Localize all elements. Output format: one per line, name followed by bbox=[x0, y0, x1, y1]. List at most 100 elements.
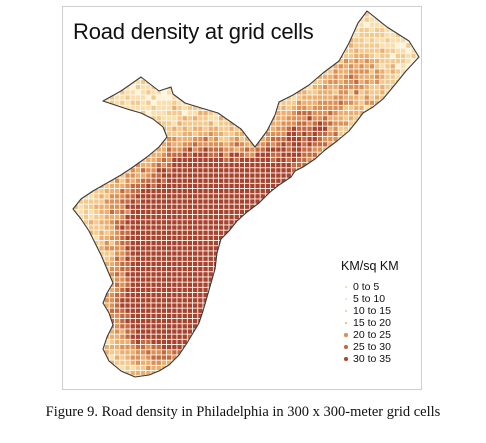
grid-cell bbox=[307, 105, 312, 111]
grid-cell bbox=[390, 230, 395, 235]
grid-cell bbox=[130, 100, 135, 105]
grid-cell bbox=[187, 308, 193, 313]
grid-cell bbox=[349, 27, 354, 33]
grid-cell bbox=[312, 220, 317, 225]
grid-cell bbox=[167, 137, 172, 142]
grid-cell bbox=[291, 178, 297, 183]
grid-cell bbox=[369, 194, 375, 199]
grid-cell bbox=[234, 79, 239, 85]
grid-cell bbox=[78, 69, 83, 74]
grid-cell bbox=[286, 313, 291, 319]
grid-cell bbox=[177, 329, 182, 334]
grid-cell bbox=[115, 168, 120, 173]
grid-cell bbox=[364, 183, 369, 189]
grid-cell bbox=[364, 157, 369, 163]
grid-cell bbox=[151, 105, 156, 111]
grid-cell bbox=[73, 308, 78, 313]
grid-cell bbox=[182, 267, 187, 272]
grid-cell bbox=[297, 157, 302, 163]
grid-cell bbox=[198, 282, 203, 287]
grid-cell bbox=[406, 12, 411, 17]
grid-cell bbox=[422, 277, 423, 281]
grid-cell bbox=[78, 246, 83, 251]
grid-cell bbox=[276, 365, 281, 371]
grid-cell bbox=[73, 313, 78, 319]
grid-cell bbox=[172, 298, 177, 303]
grid-cell bbox=[317, 272, 323, 277]
grid-cell bbox=[328, 204, 333, 209]
grid-cell bbox=[115, 100, 120, 105]
grid-cell bbox=[161, 183, 167, 189]
grid-cell bbox=[78, 131, 83, 137]
grid-cell bbox=[286, 298, 291, 303]
grid-cell bbox=[281, 142, 286, 147]
grid-cell bbox=[260, 220, 265, 225]
grid-cell bbox=[411, 365, 416, 371]
grid-cell bbox=[224, 209, 229, 215]
grid-cell bbox=[208, 48, 213, 53]
grid-cell bbox=[73, 147, 78, 152]
grid-cell bbox=[182, 48, 187, 53]
grid-cell bbox=[213, 339, 219, 345]
grid-cell bbox=[354, 183, 359, 189]
grid-cell bbox=[73, 360, 78, 365]
grid-cell bbox=[182, 360, 187, 365]
grid-cell bbox=[78, 204, 83, 209]
grid-cell bbox=[380, 64, 385, 69]
grid-cell bbox=[219, 365, 224, 371]
grid-cell bbox=[187, 365, 193, 371]
grid-cell bbox=[78, 277, 83, 282]
grid-cell bbox=[224, 90, 229, 95]
grid-cell bbox=[250, 53, 255, 59]
grid-cell bbox=[312, 111, 317, 116]
grid-cell bbox=[422, 168, 423, 172]
grid-cell bbox=[151, 69, 156, 74]
grid-cell bbox=[83, 152, 89, 157]
grid-cell bbox=[208, 261, 213, 267]
grid-cell bbox=[78, 235, 83, 241]
grid-cell bbox=[68, 257, 72, 261]
grid-cell bbox=[187, 142, 193, 147]
grid-cell bbox=[151, 246, 156, 251]
grid-cell bbox=[141, 246, 146, 251]
grid-cell bbox=[297, 100, 302, 105]
grid-cell bbox=[146, 100, 151, 105]
grid-cell bbox=[234, 152, 239, 157]
grid-cell bbox=[354, 85, 359, 90]
grid-cell bbox=[125, 53, 130, 59]
grid-cell bbox=[245, 334, 250, 339]
grid-cell bbox=[115, 371, 120, 376]
grid-cell bbox=[229, 131, 234, 137]
grid-cell bbox=[286, 11, 291, 12]
grid-cell bbox=[125, 334, 130, 339]
grid-cell bbox=[333, 43, 338, 48]
grid-cell bbox=[390, 178, 395, 183]
grid-cell bbox=[328, 313, 333, 319]
grid-cell bbox=[234, 157, 239, 163]
grid-cell bbox=[359, 157, 364, 163]
grid-cell bbox=[172, 267, 177, 272]
grid-cell bbox=[312, 298, 317, 303]
grid-cell bbox=[338, 173, 343, 178]
grid-cell bbox=[161, 194, 167, 199]
grid-cell bbox=[401, 173, 406, 178]
grid-cell bbox=[167, 178, 172, 183]
grid-cell bbox=[213, 303, 219, 308]
grid-cell bbox=[208, 345, 213, 350]
grid-cell bbox=[109, 116, 115, 121]
grid-cell bbox=[115, 116, 120, 121]
grid-cell bbox=[255, 11, 260, 12]
grid-cell bbox=[198, 12, 203, 17]
grid-cell bbox=[177, 324, 182, 329]
grid-cell bbox=[99, 59, 104, 64]
grid-cell bbox=[213, 194, 219, 199]
grid-cell bbox=[312, 126, 317, 131]
grid-cell bbox=[198, 350, 203, 355]
grid-cell bbox=[213, 12, 219, 17]
grid-cell bbox=[375, 126, 380, 131]
grid-cell bbox=[422, 283, 423, 287]
grid-cell bbox=[255, 261, 260, 267]
grid-cell bbox=[250, 12, 255, 17]
grid-cell bbox=[120, 59, 125, 64]
grid-cell bbox=[167, 329, 172, 334]
